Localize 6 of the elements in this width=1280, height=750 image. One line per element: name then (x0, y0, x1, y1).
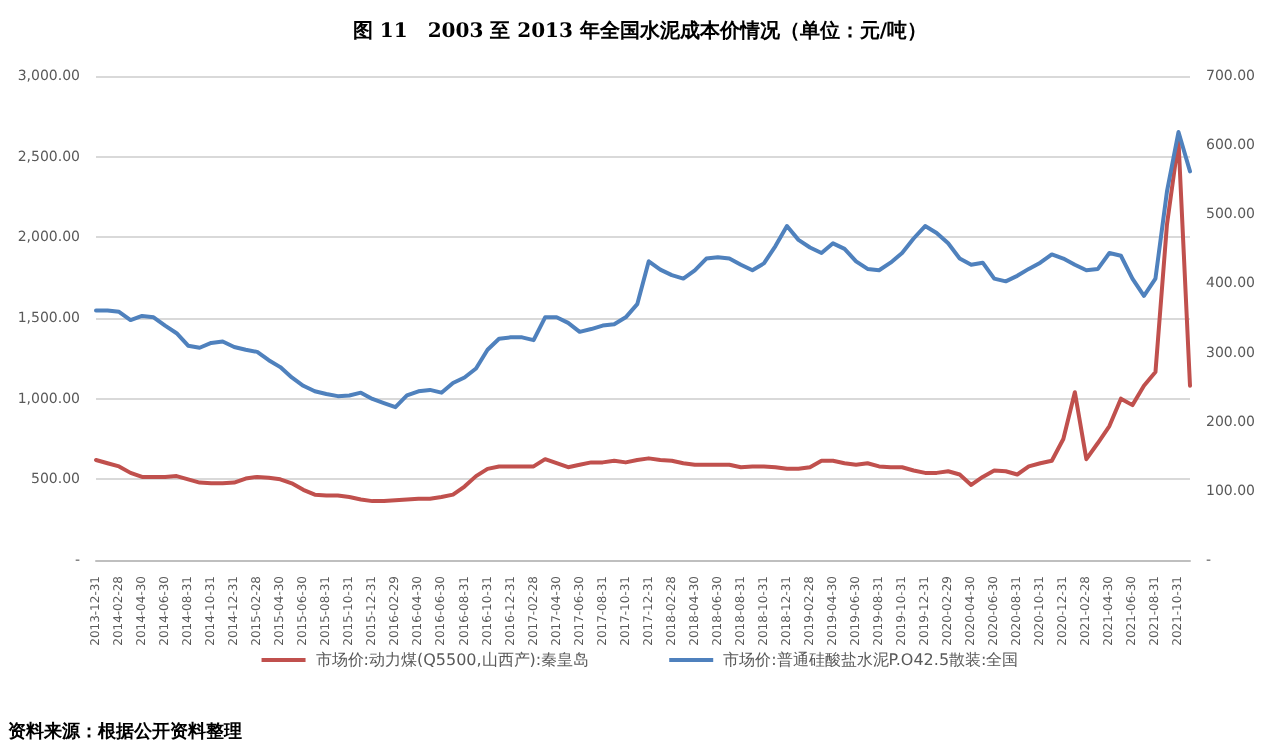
legend-label: 市场价:动力煤(Q5500,山西产):秦皇岛 (315, 651, 590, 669)
line-series (94, 130, 1192, 410)
line-series (94, 138, 1192, 504)
text: 资料来源：根据公开资料整理 (8, 721, 242, 743)
legend-label: 市场价:普通硅酸盐水泥P.O42.5散装:全国 (723, 651, 1019, 669)
chart-title: 图 11 2003 至 2013 年全国水泥成本价情况（单位：元/吨） (352, 19, 928, 43)
